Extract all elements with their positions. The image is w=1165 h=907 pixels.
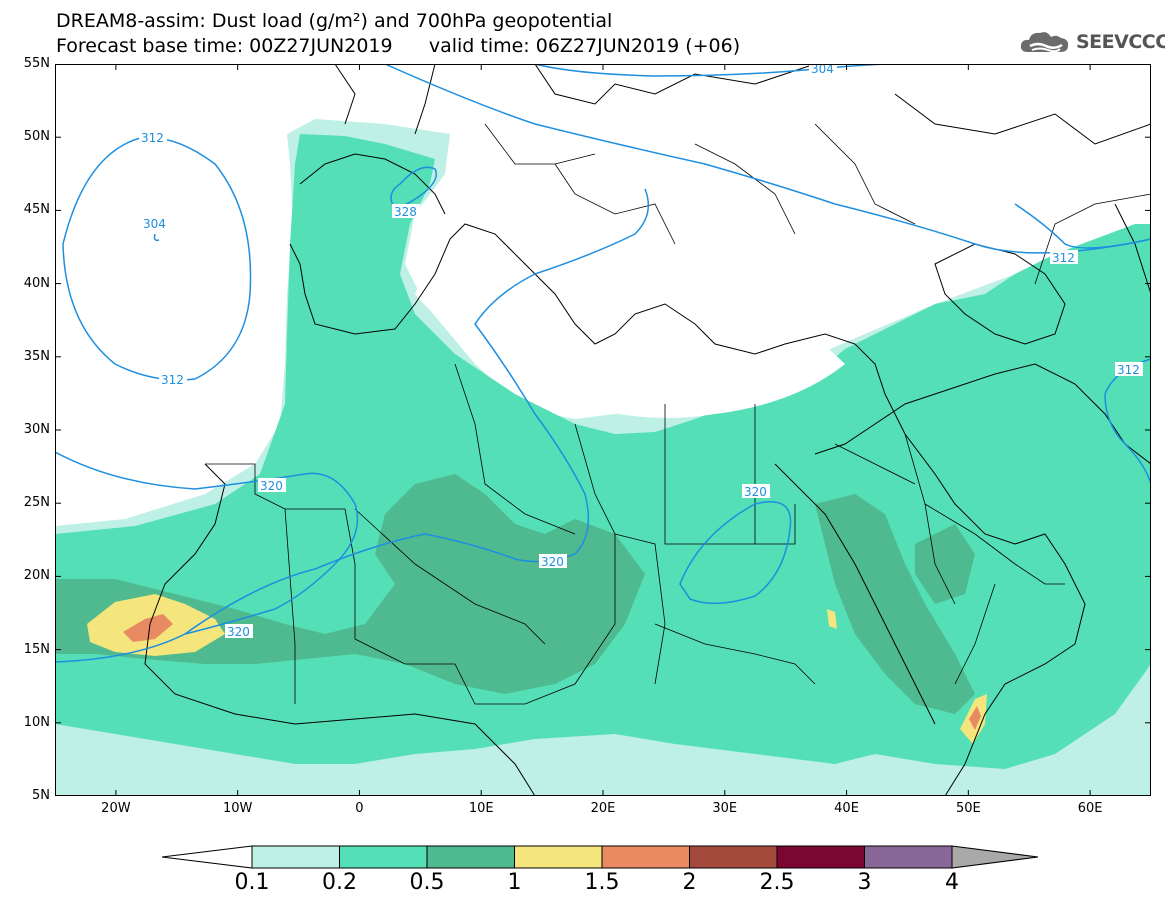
colorbar-label: 0.1 — [234, 870, 270, 895]
colorbar-over-triangle — [951, 845, 1039, 869]
colorbar-cell — [689, 845, 778, 869]
colorbar-label: 1.5 — [584, 870, 620, 895]
colorbar-cell — [514, 845, 603, 869]
longitude-label: 0 — [355, 801, 364, 816]
forecast-times: Forecast base time: 00Z27JUN2019 valid t… — [56, 35, 741, 57]
latitude-label: 25N — [23, 495, 50, 511]
latitude-label: 10N — [23, 714, 50, 730]
contour-304-west — [153, 233, 160, 242]
political-borders — [205, 123, 1151, 705]
dust-band-15-senegal — [123, 614, 173, 642]
latitude-label: 40N — [23, 275, 50, 291]
longitude-label: 20E — [590, 801, 616, 816]
colorbar-cell — [426, 845, 515, 869]
contour-label: 312 — [1052, 251, 1075, 265]
colorbar-label: 3 — [857, 870, 872, 895]
contour-label: 320 — [744, 485, 767, 499]
contour-label: 320 — [227, 625, 250, 639]
longitude-label: 30E — [712, 801, 738, 816]
longitude-label: 10W — [222, 801, 253, 816]
contour-label: 304 — [811, 64, 834, 76]
latitude-label: 30N — [23, 422, 50, 437]
coastlines — [144, 64, 1151, 796]
colorbar-cell — [601, 845, 690, 869]
colorbar-label: 2 — [682, 870, 697, 895]
latitude-label: 55N — [23, 56, 50, 71]
dust-map: 312 304 312 304 328 312 312 320 320 320 … — [55, 64, 1151, 796]
contour-312-caspian — [1014, 203, 1151, 249]
longitude-label: 60E — [1077, 801, 1103, 816]
contour-328 — [390, 166, 437, 210]
contour-label: 320 — [541, 555, 564, 569]
colorbar-cell — [776, 845, 865, 869]
contour-label: 320 — [260, 479, 283, 493]
colorbar-label: 1 — [507, 870, 522, 895]
colorbar-label: 0.5 — [409, 870, 445, 895]
longitude-label: 10E — [468, 801, 494, 816]
contour-label: 312 — [161, 373, 184, 387]
latitude-label: 35N — [23, 348, 50, 364]
clear-area-mediterranean — [415, 230, 845, 418]
brand-name: SEEVCCC — [1076, 31, 1165, 53]
map-title: DREAM8-assim: Dust load (g/m²) and 700hP… — [56, 10, 613, 32]
dust-band-15-somalia — [969, 706, 981, 730]
brand-logo: SEEVCCC — [1018, 26, 1165, 58]
colorbar-label: 2.5 — [759, 870, 795, 895]
contour-320-egypt — [679, 501, 792, 605]
longitude-label: 20W — [101, 801, 131, 816]
contour-label: 312 — [141, 131, 164, 145]
contour-320-central — [184, 188, 650, 635]
colorbar-cell — [251, 845, 340, 869]
dust-band-1-sudan — [827, 609, 837, 629]
contour-label: 312 — [1117, 363, 1140, 377]
map-frame — [55, 64, 1151, 796]
longitude-label: 50E — [955, 801, 981, 816]
colorbar-label: 4 — [945, 870, 959, 895]
longitude-label: 40E — [834, 801, 859, 816]
contour-label: 304 — [143, 217, 166, 231]
contour-label: 328 — [394, 205, 417, 219]
dust-band-05-east — [815, 494, 975, 714]
colorbar — [161, 845, 1039, 869]
contour-labels: 312 304 312 304 328 312 312 320 320 320 … — [139, 64, 1143, 639]
cloud-icon — [1020, 32, 1069, 53]
latitude-label: 15N — [23, 641, 50, 657]
colorbar-under-triangle — [161, 845, 253, 869]
dust-band-05-arabia — [915, 524, 975, 604]
colorbar-cell — [339, 845, 428, 869]
latitude-label: 45N — [23, 202, 50, 218]
colorbar-cell — [864, 845, 953, 869]
latitude-label: 20N — [23, 568, 50, 584]
latitude-label: 50N — [23, 129, 50, 145]
contour-312-north — [384, 64, 1151, 254]
latitude-label: 5N — [32, 788, 50, 803]
contour-312-west — [62, 136, 252, 381]
geopotential-contours — [55, 64, 1151, 663]
clear-area-north — [475, 64, 1151, 284]
colorbar-label: 0.2 — [322, 870, 357, 895]
